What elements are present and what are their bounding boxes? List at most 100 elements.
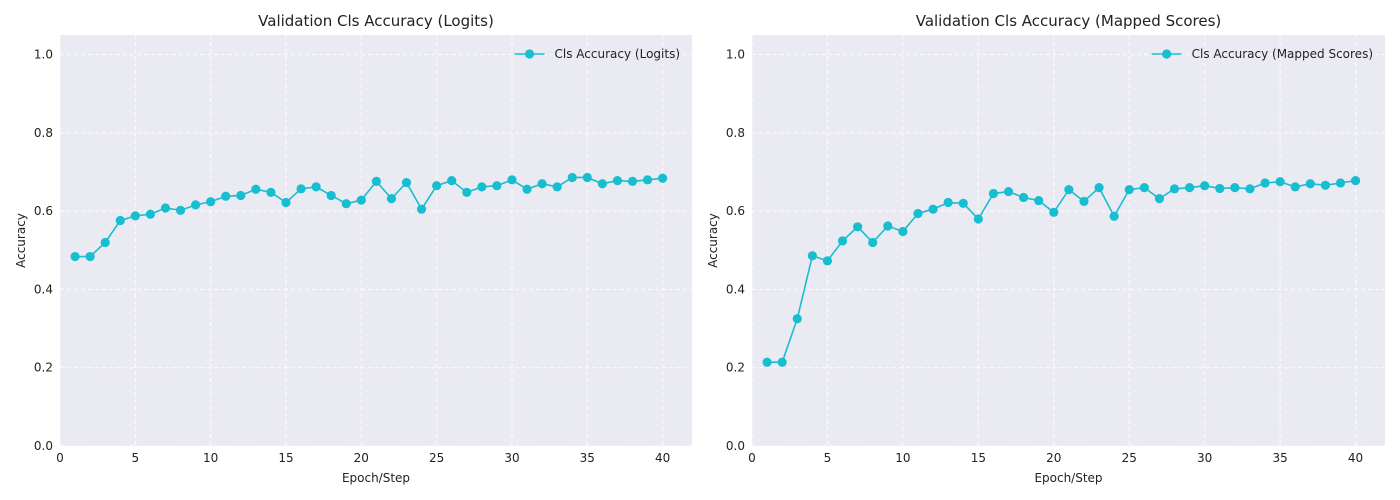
- data-point: [1320, 180, 1330, 190]
- data-point: [371, 176, 381, 186]
- data-point: [988, 188, 999, 199]
- x-tick-label: 35: [1272, 451, 1287, 465]
- data-point: [913, 208, 923, 219]
- data-point: [221, 191, 231, 201]
- data-point: [1350, 176, 1361, 186]
- data-point: [792, 314, 802, 324]
- data-point: [1049, 207, 1059, 217]
- data-point: [582, 172, 592, 183]
- data-point: [537, 179, 547, 189]
- data-point: [236, 190, 246, 201]
- series-line: [767, 179, 1356, 364]
- data-point: [597, 179, 607, 189]
- data-point: [627, 176, 638, 186]
- data-point: [943, 197, 953, 208]
- legend-marker-icon: [1162, 49, 1172, 59]
- x-tick-label: 15: [278, 451, 293, 465]
- data-point: [296, 184, 306, 194]
- data-point: [1335, 178, 1346, 188]
- x-tick-label: 20: [354, 451, 369, 465]
- x-tick-label: 10: [203, 451, 218, 465]
- data-point: [477, 182, 487, 192]
- y-axis-label: Accuracy: [14, 213, 28, 268]
- x-axis-label: Epoch/Step: [1034, 471, 1102, 485]
- data-point: [1260, 178, 1270, 188]
- data-point: [762, 357, 772, 367]
- x-tick-label: 35: [580, 451, 595, 465]
- data-point: [928, 204, 938, 214]
- data-point: [958, 198, 968, 208]
- data-point: [777, 357, 787, 367]
- y-tick-label: 0.4: [726, 282, 745, 296]
- y-tick-label: 0.0: [726, 439, 745, 453]
- legend: Cls Accuracy (Mapped Scores): [1151, 47, 1373, 61]
- data-point: [1275, 177, 1285, 187]
- y-tick-label: 0.6: [726, 204, 745, 218]
- data-point: [1245, 184, 1255, 194]
- x-tick-label: 5: [132, 451, 140, 465]
- data-point: [973, 214, 983, 224]
- plot-area: [60, 35, 692, 446]
- data-point: [868, 237, 878, 248]
- x-axis-label: Epoch/Step: [342, 471, 410, 485]
- data-point: [883, 221, 893, 231]
- data-point: [1003, 186, 1014, 197]
- legend-label: Cls Accuracy (Mapped Scores): [1192, 47, 1373, 61]
- x-tick-label: 25: [1122, 451, 1137, 465]
- data-point: [206, 197, 216, 207]
- data-point: [1064, 185, 1074, 195]
- y-tick-label: 0.2: [726, 361, 745, 375]
- x-tick-label: 0: [56, 451, 64, 465]
- data-point: [898, 226, 908, 237]
- data-point: [1034, 195, 1044, 206]
- x-tick-label: 25: [429, 451, 444, 465]
- data-point: [462, 187, 472, 197]
- y-tick-label: 0.8: [726, 126, 745, 140]
- data-point: [1290, 182, 1300, 192]
- data-point: [160, 203, 171, 213]
- data-point: [807, 251, 817, 261]
- data-point: [507, 175, 517, 185]
- data-point: [416, 204, 427, 214]
- data-point: [447, 176, 457, 186]
- data-point: [1079, 196, 1089, 206]
- data-point: [1184, 183, 1195, 193]
- data-point: [1139, 183, 1149, 193]
- data-point: [175, 205, 186, 215]
- y-tick-label: 0.8: [34, 126, 53, 140]
- y-tick-label: 0.6: [34, 204, 53, 218]
- data-point: [130, 211, 140, 221]
- data-point: [1094, 183, 1104, 193]
- x-tick-label: 40: [1348, 451, 1363, 465]
- data-point: [266, 187, 276, 197]
- data-point: [492, 181, 502, 191]
- data-point: [115, 215, 125, 226]
- data-point: [281, 197, 291, 208]
- plot-area: [752, 35, 1385, 446]
- chart-title: Validation Cls Accuracy (Logits): [258, 12, 494, 30]
- data-point: [356, 195, 366, 205]
- data-point: [642, 175, 653, 185]
- data-point: [386, 194, 397, 204]
- legend: Cls Accuracy (Logits): [514, 47, 680, 61]
- series-line: [75, 176, 663, 258]
- data-point: [70, 251, 80, 262]
- data-point: [822, 256, 833, 266]
- data-point: [1019, 192, 1029, 203]
- x-tick-label: 30: [504, 451, 519, 465]
- data-point: [522, 184, 532, 194]
- data-point: [1124, 185, 1134, 195]
- data-point: [311, 182, 321, 192]
- data-point: [341, 199, 351, 209]
- data-point: [190, 200, 201, 210]
- data-point: [1200, 181, 1210, 191]
- y-tick-label: 1.0: [726, 48, 745, 62]
- y-tick-label: 0.4: [34, 282, 53, 296]
- y-tick-label: 0.0: [34, 439, 53, 453]
- chart-panel-1: 0 5 10 15 20 25 30 35 40 0.0 0.2 0.4 0.6 0.8 1.0 Valida…: [14, 12, 692, 485]
- data-point: [145, 209, 155, 219]
- legend-marker-icon: [524, 49, 535, 59]
- data-point: [432, 181, 442, 191]
- y-tick-label: 1.0: [34, 48, 53, 62]
